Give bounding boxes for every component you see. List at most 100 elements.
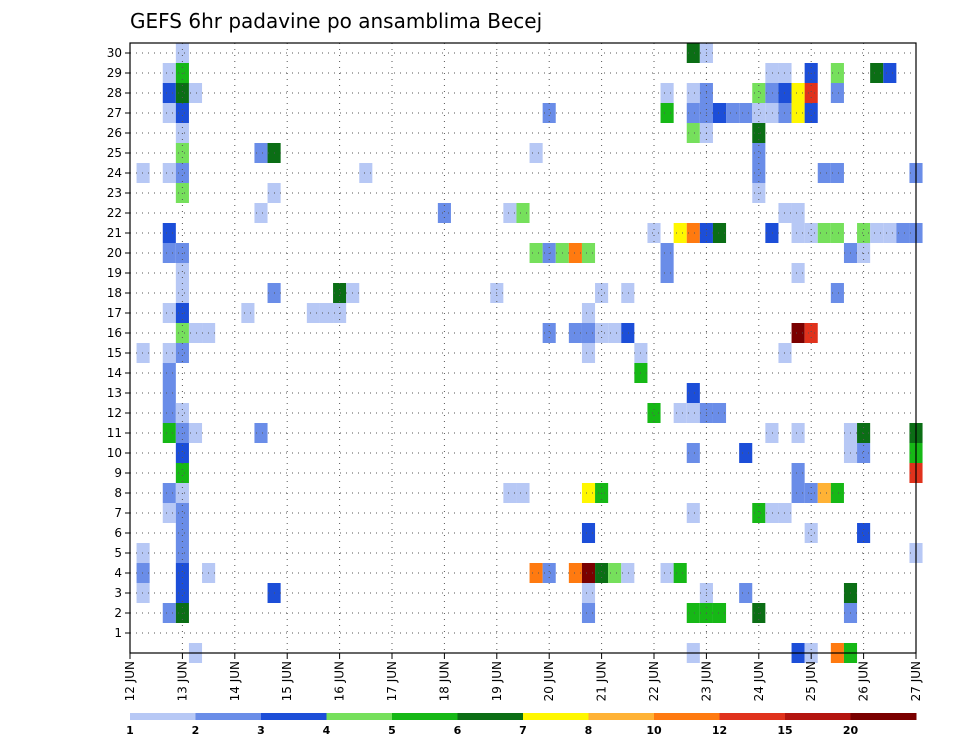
heatmap-cell (791, 263, 805, 283)
x-tick-label: 15 JUN (280, 661, 294, 701)
x-tick-label: 27 JUN (909, 661, 923, 701)
heatmap-cell (319, 303, 334, 323)
heatmap-cell (660, 103, 674, 123)
heatmap-cell (595, 283, 609, 303)
heatmap-cell (712, 403, 727, 423)
heatmap-cell (175, 463, 189, 483)
heatmap-cell (712, 103, 727, 123)
heatmap-cell (686, 403, 700, 423)
y-tick-label: 14 (107, 366, 122, 380)
colorbar-segment (850, 713, 917, 720)
heatmap-cell (791, 83, 805, 103)
y-tick-label: 22 (107, 206, 122, 220)
heatmap-cell (136, 343, 150, 363)
heatmap-cell (254, 423, 268, 443)
heatmap-cell (686, 103, 700, 123)
heatmap-cell (188, 83, 203, 103)
heatmap-cell (752, 103, 766, 123)
heatmap-cell (804, 83, 818, 103)
heatmap-cell (175, 143, 189, 163)
heatmap-cell (791, 203, 805, 223)
y-tick-label: 28 (107, 86, 122, 100)
y-tick-label: 24 (107, 166, 122, 180)
heatmap-cell (752, 163, 766, 183)
x-tick-label: 23 JUN (699, 661, 713, 701)
heatmap-cell (162, 303, 176, 323)
x-tick-label: 20 JUN (542, 661, 556, 701)
heatmap-cell (686, 43, 700, 63)
heatmap-cell (162, 603, 176, 623)
heatmap-cell (581, 323, 596, 343)
heatmap-cell (162, 423, 176, 443)
heatmap-cell (804, 223, 818, 243)
colorbar-label: 2 (192, 724, 200, 737)
heatmap-cell (883, 63, 897, 83)
heatmap-cells (136, 43, 923, 663)
heatmap-cell (686, 503, 700, 523)
y-tick-label: 10 (107, 446, 122, 460)
heatmap-cell (175, 403, 189, 423)
x-axis: 12 JUN 13 JUN 14 JUN 15 JUN 16 JUN 17 JUN 18 J… (123, 653, 923, 701)
y-tick-label: 26 (107, 126, 122, 140)
colorbar-label: 6 (454, 724, 462, 737)
heatmap-cell (306, 303, 320, 323)
heatmap-cell (568, 323, 582, 343)
heatmap-cell (162, 403, 176, 423)
heatmap-cell (568, 243, 582, 263)
heatmap-cell (830, 163, 844, 183)
heatmap-cell (712, 223, 727, 243)
heatmap-cell (162, 83, 176, 103)
heatmap-cell (175, 503, 189, 523)
heatmap-cell (175, 283, 189, 303)
y-tick-label: 21 (107, 226, 122, 240)
heatmap-cell (581, 523, 596, 543)
heatmap-cell (162, 503, 176, 523)
x-tick-label: 25 JUN (804, 661, 818, 701)
colorbar-label: 10 (646, 724, 662, 737)
heatmap-cell (175, 103, 189, 123)
colorbar-label: 15 (777, 724, 792, 737)
colorbar-segment (588, 713, 655, 720)
colorbar-label: 12 (712, 724, 727, 737)
colorbar-segment (654, 713, 720, 720)
heatmap-cell (162, 383, 176, 403)
colorbar-segment (719, 713, 786, 720)
heatmap-cell (175, 163, 189, 183)
y-tick-label: 5 (114, 546, 122, 560)
heatmap-cell (542, 323, 556, 343)
heatmap-cell (254, 203, 268, 223)
heatmap-cell (241, 303, 255, 323)
heatmap-cell (739, 583, 753, 603)
y-tick-label: 6 (114, 526, 122, 540)
colorbar-segment (195, 713, 262, 720)
heatmap-cell (817, 483, 831, 503)
colorbar-label: 8 (585, 724, 593, 737)
colorbar-segment (785, 713, 851, 720)
heatmap-cell (804, 323, 818, 343)
heatmap-cell (529, 563, 543, 583)
heatmap-cell (175, 523, 189, 543)
heatmap-cell (503, 203, 517, 223)
heatmap-cell (765, 103, 779, 123)
heatmap-cell (529, 243, 543, 263)
colorbar-segment (392, 713, 458, 720)
heatmap-cell (581, 243, 596, 263)
heatmap-cell (870, 63, 884, 83)
heatmap-cell (595, 323, 609, 343)
heatmap-cell (830, 63, 844, 83)
x-tick-label: 24 JUN (752, 661, 766, 701)
heatmap-cell (791, 103, 805, 123)
chart-title: GEFS 6hr padavine po ansamblima Becej (130, 9, 542, 33)
heatmap-cell (333, 283, 347, 303)
heatmap-cell (581, 483, 596, 503)
y-tick-label: 8 (114, 486, 122, 500)
colorbar-segment (261, 713, 327, 720)
heatmap-cell (660, 83, 674, 103)
heatmap-cell (791, 323, 805, 343)
x-tick-label: 18 JUN (437, 661, 451, 701)
y-tick-label: 4 (114, 566, 122, 580)
colorbar-label: 1 (126, 724, 134, 737)
heatmap-cell (162, 163, 176, 183)
y-tick-label: 13 (107, 386, 122, 400)
heatmap-cell (817, 163, 831, 183)
